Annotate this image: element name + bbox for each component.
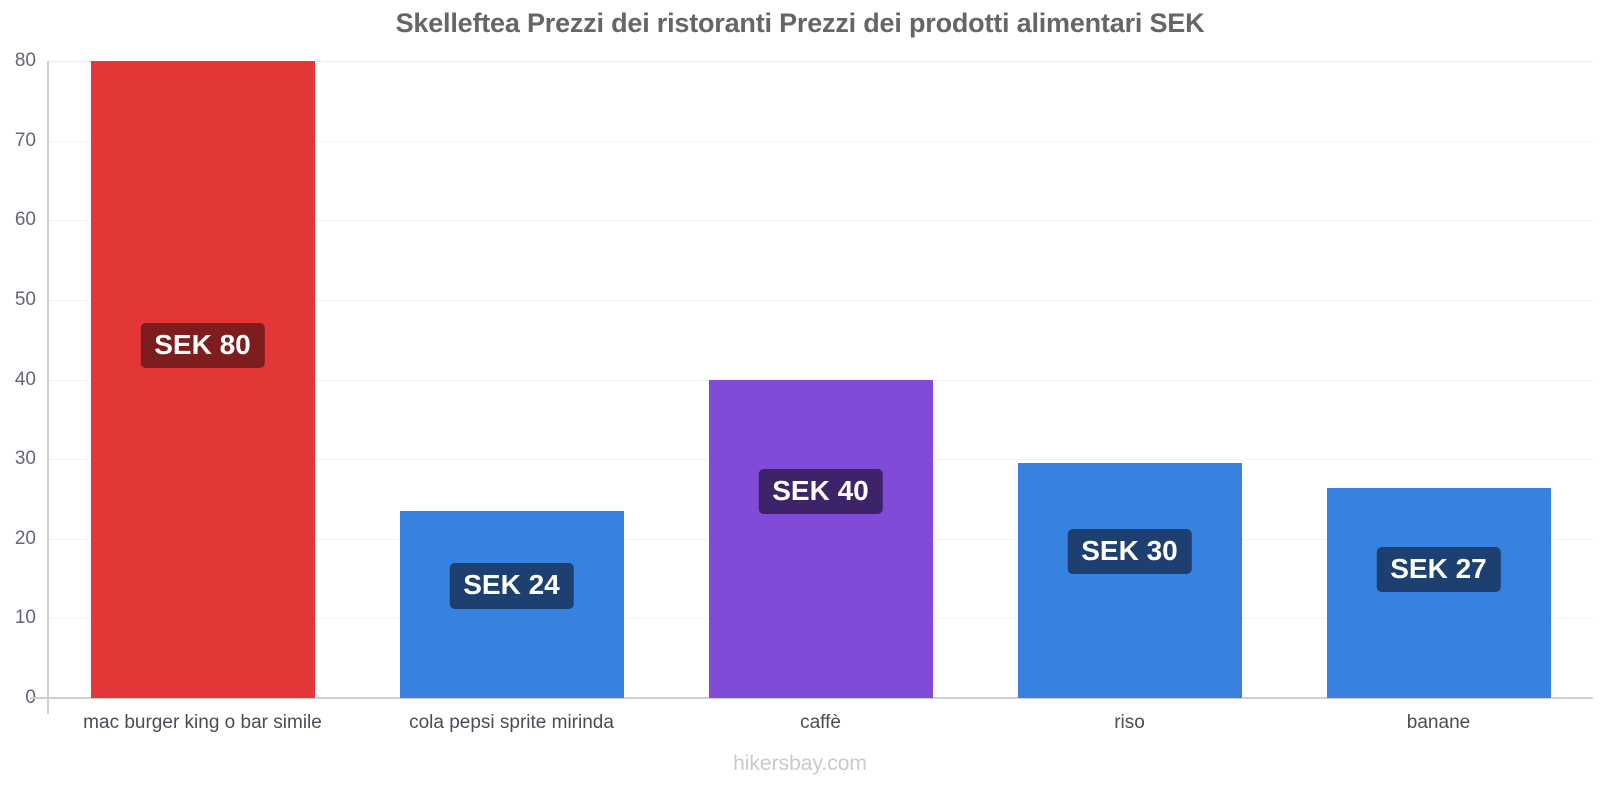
- y-axis-tick-label: 10: [14, 607, 36, 629]
- chart-title: Skelleftea Prezzi dei ristoranti Prezzi …: [395, 8, 1205, 38]
- bar[interactable]: SEK 27: [1326, 487, 1551, 698]
- y-axis-tick-label: 80: [14, 50, 36, 71]
- gridline: [48, 299, 1593, 301]
- x-axis-category-label: mac burger king o bar simile: [83, 712, 322, 733]
- bar[interactable]: SEK 24: [399, 510, 624, 698]
- x-axis-category-label: caffè: [800, 712, 841, 733]
- y-axis-tick-label: 20: [14, 527, 36, 549]
- y-axis-tick-label: 60: [14, 209, 36, 231]
- bar[interactable]: SEK 40: [708, 379, 933, 698]
- bar[interactable]: SEK 30: [1017, 463, 1242, 698]
- x-axis-category-label: cola pepsi sprite mirinda: [409, 712, 614, 733]
- bar-value-label: SEK 27: [1376, 546, 1501, 593]
- gridline: [48, 140, 1593, 142]
- y-axis-tick-label: 40: [14, 368, 36, 390]
- y-axis-tick-label: 70: [14, 129, 36, 151]
- x-axis-line: [30, 697, 1593, 699]
- y-axis-tick-label: 30: [14, 448, 36, 470]
- bar-value-label: SEK 80: [140, 323, 265, 369]
- gridline: [48, 61, 1593, 62]
- x-axis-category-label: riso: [1114, 712, 1145, 733]
- y-axis-line: [47, 61, 49, 714]
- watermark-text: hikersbay.com: [733, 752, 867, 775]
- bar-value-label: SEK 30: [1067, 528, 1192, 575]
- bar[interactable]: SEK 80: [90, 61, 315, 698]
- y-axis-tick-label: 50: [14, 288, 36, 310]
- x-axis-category-label: banane: [1406, 712, 1471, 733]
- bar-value-label: SEK 40: [758, 468, 883, 515]
- bar-value-label: SEK 24: [449, 563, 574, 609]
- gridline: [48, 220, 1593, 222]
